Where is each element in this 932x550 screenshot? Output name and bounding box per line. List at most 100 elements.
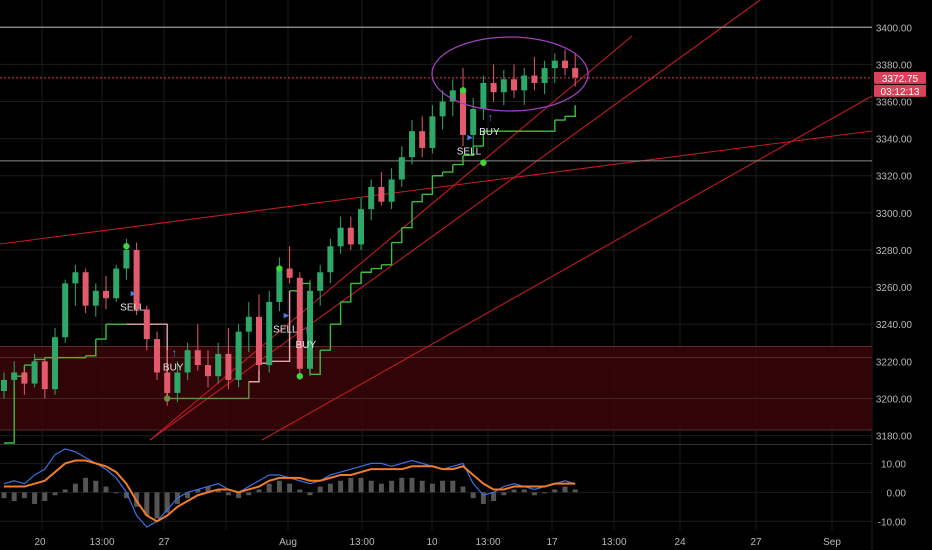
price-tick-label: 3400.00 (876, 23, 913, 34)
histogram-bar (552, 489, 558, 493)
osc-tick-label: 0.00 (887, 488, 907, 499)
histogram-bar (83, 477, 89, 493)
trailing-stop-segment (330, 301, 342, 325)
signal-label: BUY (163, 362, 184, 373)
histogram-bar (42, 492, 48, 502)
histogram-bar (144, 492, 150, 516)
trailing-stop-segment (310, 350, 321, 376)
histogram-bar (256, 489, 262, 493)
slow-line (4, 459, 576, 523)
price-tick-label: 3220.00 (876, 357, 913, 368)
candle-body (276, 268, 283, 302)
signal-dot (123, 243, 130, 250)
candle-body (174, 372, 181, 393)
signal-dot (164, 395, 171, 402)
price-tick-label: 3180.00 (876, 432, 913, 443)
time-tick-label: 24 (674, 537, 686, 548)
trailing-stop-segment (95, 324, 107, 340)
histogram-bar (195, 489, 201, 493)
support-zone (0, 345, 872, 431)
price-tick-label: 3200.00 (876, 394, 913, 405)
histogram-bar (358, 477, 364, 493)
candle-body (449, 90, 456, 102)
countdown-tag (874, 84, 926, 97)
candle-body (337, 227, 344, 247)
trailing-stop-segment (85, 339, 97, 357)
signal-label: SELL (273, 325, 298, 336)
histogram-bar (154, 492, 160, 519)
trailing-stop-segment (4, 376, 15, 444)
candle-body (562, 60, 568, 69)
signal-arrow-icon: ↑ (488, 112, 494, 124)
candle-body (286, 268, 293, 278)
histogram-bar (11, 492, 17, 502)
time-tick-label: Sep (823, 537, 841, 548)
price-tick-label: 3280.00 (876, 246, 913, 257)
trailing-stop-segment (340, 283, 352, 303)
price-tick-label: 3240.00 (876, 320, 913, 331)
time-tick-label: 17 (546, 537, 558, 548)
candle-body (429, 116, 436, 148)
histogram-bar (287, 483, 293, 493)
countdown-label: 03:12:13 (881, 87, 920, 98)
candle-body (143, 309, 150, 340)
candle-body (480, 82, 487, 109)
candle-body (521, 75, 528, 91)
time-tick-label: 13:00 (349, 537, 374, 548)
candle-body (164, 372, 171, 393)
candle-body (409, 131, 415, 158)
candle-body (470, 108, 477, 135)
trailing-stop-segment (442, 164, 454, 173)
histogram-bar (123, 492, 129, 499)
signal-arrow-icon: ▸ (131, 287, 137, 299)
price-tags: 3372.75 03:12:13 (874, 71, 926, 98)
candle-body (215, 353, 222, 377)
trailing-stop-segment (279, 290, 291, 363)
trailing-stop-segment (473, 131, 485, 147)
candle-body (41, 361, 48, 390)
candle-body (327, 246, 334, 273)
time-axis[interactable]: 20 13:00 27 Aug 13:00 10 13:00 17 13:00 24 27 Sep (34, 537, 841, 548)
trailing-stop-segment (432, 172, 444, 177)
trailing-stop-segment (361, 268, 372, 273)
candle-body (541, 68, 548, 83)
signal-dot (296, 372, 303, 380)
trailing-stop-segment (565, 105, 576, 118)
time-tick-label: 13:00 (89, 537, 114, 548)
candle-body (245, 316, 252, 332)
candle-body (225, 353, 232, 380)
histogram-bar (215, 489, 221, 493)
price-axis[interactable]: 3400.00 3380.00 3360.00 3340.00 3320.00 3300.… (876, 23, 913, 528)
horizontal-levels (0, 26, 872, 162)
signal-label: BUY (479, 127, 500, 138)
histogram-bar (338, 480, 344, 493)
signal-arrow-icon: ↑ (304, 325, 310, 337)
candle-body (490, 82, 497, 93)
candle-body (551, 60, 558, 69)
histogram-bar (460, 486, 466, 493)
last-price-tag (874, 71, 926, 84)
candle-body (460, 90, 466, 135)
selection-ellipse (431, 36, 589, 112)
price-tick-label: 3360.00 (876, 98, 913, 109)
histogram-bar (93, 480, 99, 493)
histogram-bar (1, 492, 7, 499)
histogram-bar (480, 492, 486, 504)
candle-body (511, 79, 517, 91)
candle-body (184, 350, 191, 373)
trend-lines (0, 0, 873, 441)
time-tick-label: 13:00 (475, 537, 500, 548)
histogram-bar (32, 492, 38, 504)
histogram-bar (491, 492, 497, 502)
histogram-bar (531, 492, 537, 496)
candle-body (11, 372, 18, 380)
trailing-stop-segment (391, 227, 403, 244)
candle-body (72, 272, 79, 284)
osc-tick-label: 10.00 (881, 459, 906, 470)
highlight-ellipse (431, 36, 589, 112)
histogram-bar (429, 483, 435, 493)
signal-markers: SELL ▸ BUY ↑ SELL ▸ BUY ↑ SELL ▸ BUY ↑ (120, 87, 500, 402)
histogram-bar (572, 489, 578, 493)
histogram-bar (542, 492, 548, 494)
